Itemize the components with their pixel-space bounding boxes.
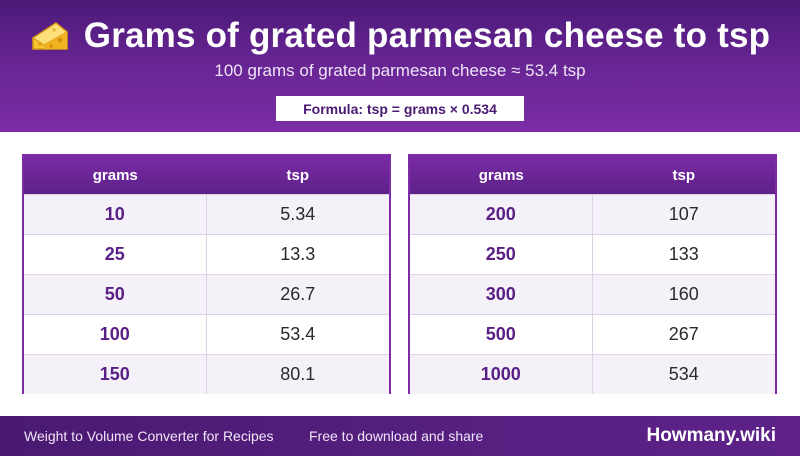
column-header-tsp: tsp [286, 166, 310, 184]
tsp-cell: 534 [668, 364, 699, 384]
column-header-tsp: tsp [672, 166, 696, 184]
table-row: 1000 534 [410, 354, 775, 394]
table-row: 150 80.1 [24, 354, 389, 394]
table-row: 250 133 [410, 234, 775, 274]
title-row: Grams of grated parmesan cheese to tsp [0, 14, 800, 58]
grams-cell: 150 [24, 355, 207, 394]
column-header-grams: grams [478, 166, 524, 184]
table-row: 25 13.3 [24, 234, 389, 274]
grams-cell: 50 [24, 275, 207, 314]
tsp-cell: 107 [668, 204, 699, 224]
table-body: 10 5.34 25 13.3 50 26.7 100 53.4 150 80.… [24, 194, 389, 394]
footer-note: Free to download and share [309, 428, 484, 444]
grams-cell: 100 [24, 315, 207, 354]
table-body: 200 107 250 133 300 160 500 267 1000 534 [410, 194, 775, 394]
conversion-table-left: grams tsp 10 5.34 25 13.3 50 26.7 100 53… [22, 154, 391, 394]
table-row: 10 5.34 [24, 194, 389, 234]
column-header-grams: grams [92, 166, 138, 184]
grams-cell: 250 [410, 235, 593, 274]
cheese-icon [31, 22, 68, 50]
grams-cell: 10 [24, 195, 207, 234]
table-header: grams tsp [24, 156, 389, 194]
tsp-cell: 133 [668, 244, 699, 264]
grams-cell: 200 [410, 195, 593, 234]
table-row: 300 160 [410, 274, 775, 314]
tsp-cell: 5.34 [280, 204, 316, 224]
table-row: 50 26.7 [24, 274, 389, 314]
table-header: grams tsp [410, 156, 775, 194]
conversion-table-right: grams tsp 200 107 250 133 300 160 500 26… [408, 154, 777, 394]
formula-box: Formula: tsp = grams × 0.534 [276, 96, 524, 121]
table-row: 100 53.4 [24, 314, 389, 354]
grams-cell: 300 [410, 275, 593, 314]
tsp-cell: 53.4 [280, 324, 316, 344]
header-banner: Grams of grated parmesan cheese to tsp 1… [0, 0, 800, 132]
tsp-cell: 13.3 [280, 244, 316, 264]
tsp-cell: 26.7 [280, 284, 316, 304]
footer-bar: Weight to Volume Converter for Recipes F… [0, 416, 800, 456]
grams-cell: 500 [410, 315, 593, 354]
grams-cell: 25 [24, 235, 207, 274]
page-title: Grams of grated parmesan cheese to tsp [83, 16, 771, 55]
footer-tagline: Weight to Volume Converter for Recipes [24, 428, 274, 444]
tsp-cell: 267 [668, 324, 699, 344]
grams-cell: 1000 [410, 355, 593, 394]
brand-logo[interactable]: Howmany.wiki [646, 425, 776, 446]
table-row: 200 107 [410, 194, 775, 234]
table-row: 500 267 [410, 314, 775, 354]
page-subtitle: 100 grams of grated parmesan cheese ≈ 53… [214, 61, 586, 80]
tsp-cell: 80.1 [280, 364, 316, 384]
tsp-cell: 160 [668, 284, 699, 304]
